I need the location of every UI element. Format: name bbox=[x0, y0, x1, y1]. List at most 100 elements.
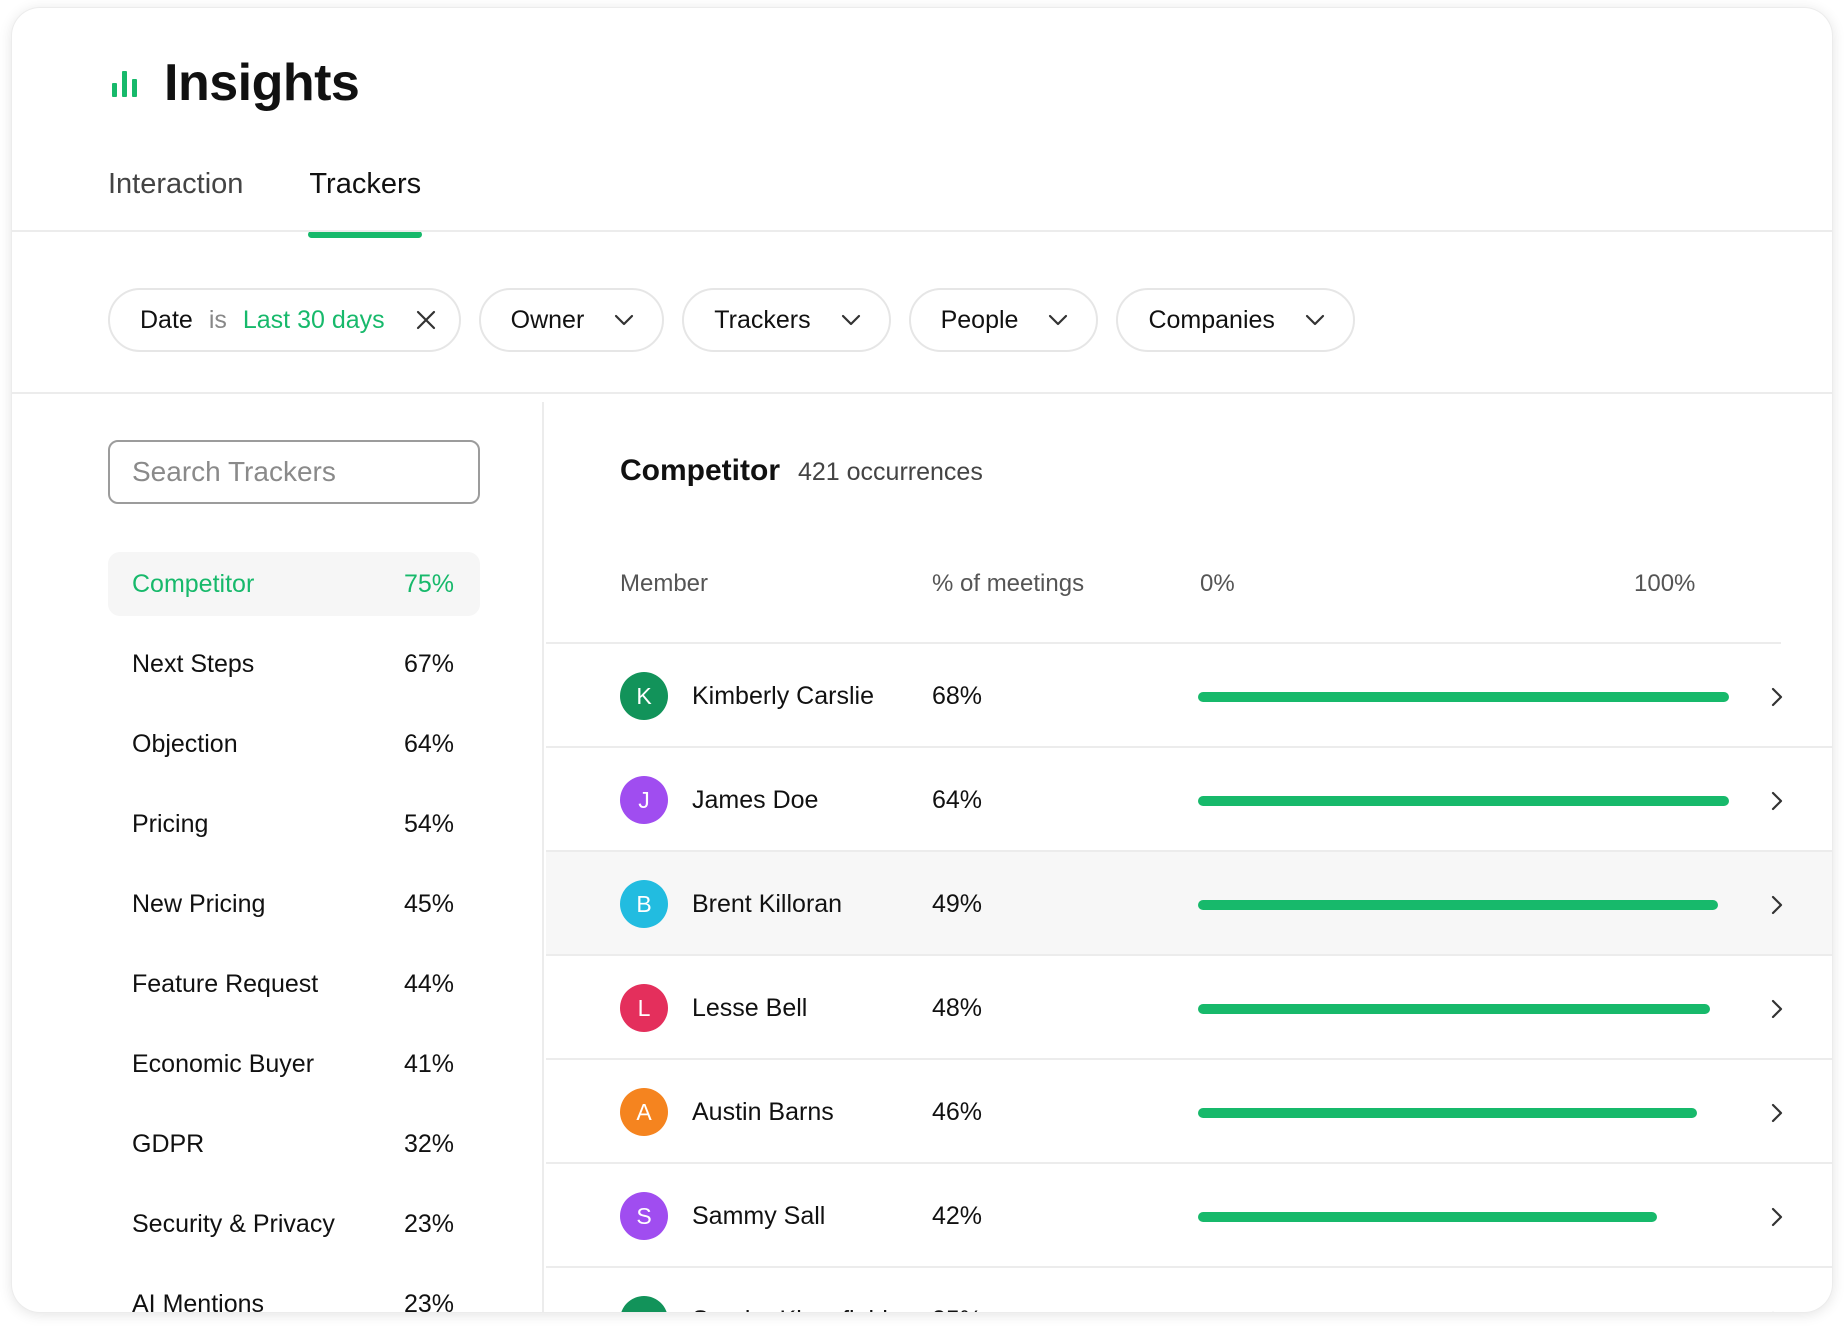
tracker-item[interactable]: Objection 64% bbox=[108, 712, 480, 776]
tracker-item[interactable]: Security & Privacy 23% bbox=[108, 1192, 480, 1256]
tracker-item[interactable]: Economic Buyer 41% bbox=[108, 1032, 480, 1096]
filters-divider bbox=[12, 392, 1832, 394]
member-name: Brent Killoran bbox=[692, 890, 843, 918]
chevron-right-icon[interactable] bbox=[1770, 1102, 1784, 1124]
tracker-item[interactable]: GDPR 32% bbox=[108, 1112, 480, 1176]
tracker-item[interactable]: Feature Request 44% bbox=[108, 952, 480, 1016]
avatar: S bbox=[620, 1192, 668, 1240]
percentage-bar bbox=[1198, 1108, 1697, 1118]
tracker-percentage: 41% bbox=[403, 1049, 454, 1078]
tracker-name: GDPR bbox=[132, 1129, 205, 1158]
member-name: Sammy Sall bbox=[692, 1202, 826, 1230]
chevron-right-icon[interactable] bbox=[1770, 1310, 1784, 1312]
tracker-item[interactable]: Next Steps 67% bbox=[108, 632, 480, 696]
tracker-percentage: 54% bbox=[403, 809, 454, 838]
scale-max-label: 100% bbox=[1634, 570, 1696, 597]
tracker-name: Pricing bbox=[132, 809, 209, 838]
tracker-list: Competitor 75% Next Steps 67% Objection 64%… bbox=[108, 552, 480, 1312]
percentage-bar bbox=[1198, 1004, 1710, 1014]
tracker-percentage: 75% bbox=[403, 569, 454, 598]
chevron-right-icon[interactable] bbox=[1770, 1206, 1784, 1228]
chevron-right-icon[interactable] bbox=[1770, 686, 1784, 708]
tracker-title: Competitor bbox=[620, 454, 780, 487]
member-percentage: 35% bbox=[932, 1268, 982, 1312]
page-title: Insights bbox=[164, 54, 360, 112]
tab-trackers[interactable]: Trackers bbox=[308, 158, 422, 238]
chevron-down-icon bbox=[614, 314, 634, 326]
member-name: James Doe bbox=[692, 786, 819, 814]
tab-bar: Interaction Trackers bbox=[108, 158, 487, 238]
owner-filter-dropdown[interactable]: Owner bbox=[478, 288, 665, 352]
search-trackers-input[interactable] bbox=[108, 440, 480, 504]
date-filter-value: Last 30 days bbox=[242, 305, 385, 334]
chevron-right-icon[interactable] bbox=[1770, 790, 1784, 812]
companies-filter-dropdown[interactable]: Companies bbox=[1116, 288, 1355, 352]
tracker-name: Objection bbox=[132, 729, 238, 758]
member-name: Austin Barns bbox=[692, 1098, 834, 1126]
tab-interaction[interactable]: Interaction bbox=[108, 168, 244, 200]
tracker-percentage: 44% bbox=[403, 969, 454, 998]
people-filter-dropdown[interactable]: People bbox=[908, 288, 1099, 352]
tracker-percentage: 67% bbox=[403, 649, 454, 678]
chevron-right-icon[interactable] bbox=[1770, 894, 1784, 916]
date-filter-label: Date bbox=[140, 305, 193, 334]
tracker-heading: Competitor 421 occurrences bbox=[620, 454, 983, 488]
avatar: J bbox=[620, 776, 668, 824]
tracker-name: New Pricing bbox=[132, 889, 266, 918]
avatar: S bbox=[620, 1296, 668, 1312]
member-name: Sandra Kingsfield bbox=[692, 1268, 888, 1312]
percentage-bar bbox=[1198, 692, 1729, 702]
tracker-name: Economic Buyer bbox=[132, 1049, 315, 1078]
member-row[interactable]: S Sammy Sall 42% bbox=[546, 1164, 1832, 1268]
tabs-divider bbox=[12, 230, 1832, 232]
member-percentage: 42% bbox=[932, 1202, 983, 1230]
member-row[interactable]: J James Doe 64% bbox=[546, 748, 1832, 852]
meetings-column-header: % of meetings bbox=[932, 570, 1085, 597]
member-percentage: 48% bbox=[932, 994, 983, 1022]
tracker-item[interactable]: Pricing 54% bbox=[108, 792, 480, 856]
member-row[interactable]: K Kimberly Carslie 68% bbox=[546, 644, 1832, 748]
page-header: Insights bbox=[108, 48, 360, 118]
tracker-name: Feature Request bbox=[132, 969, 319, 998]
percentage-bar bbox=[1198, 1212, 1657, 1222]
member-row[interactable]: A Austin Barns 46% bbox=[546, 1060, 1832, 1164]
date-filter-operator: is bbox=[208, 305, 227, 334]
tracker-percentage: 23% bbox=[403, 1209, 454, 1238]
tracker-name: Next Steps bbox=[132, 649, 255, 678]
member-name: Kimberly Carslie bbox=[692, 682, 874, 710]
member-row[interactable]: B Brent Killoran 49% bbox=[546, 852, 1832, 956]
tracker-percentage: 64% bbox=[403, 729, 454, 758]
trackers-filter-dropdown[interactable]: Trackers bbox=[682, 288, 891, 352]
close-icon[interactable] bbox=[415, 309, 437, 331]
member-row[interactable]: S Sandra Kingsfield 35% bbox=[546, 1268, 1832, 1312]
scale-min-label: 0% bbox=[1200, 570, 1235, 597]
tracker-name: Security & Privacy bbox=[132, 1209, 335, 1238]
member-percentage: 64% bbox=[932, 786, 983, 814]
companies-filter-label: Companies bbox=[1148, 305, 1275, 334]
table-header-divider bbox=[546, 642, 1781, 644]
chevron-down-icon bbox=[841, 314, 861, 326]
member-table: K Kimberly Carslie 68% J James Doe 64% B… bbox=[546, 644, 1832, 1312]
date-filter-chip[interactable]: Date is Last 30 days bbox=[108, 288, 461, 352]
member-name: Lesse Bell bbox=[692, 994, 808, 1022]
tracker-percentage: 45% bbox=[403, 889, 454, 918]
filter-bar: Date is Last 30 days Owner Trackers Peop… bbox=[108, 288, 1373, 352]
tracker-percentage: 32% bbox=[403, 1129, 454, 1158]
trackers-filter-label: Trackers bbox=[714, 305, 811, 334]
bar-chart-icon bbox=[108, 66, 142, 100]
tracker-item[interactable]: AI Mentions 23% bbox=[108, 1272, 480, 1313]
owner-filter-label: Owner bbox=[510, 305, 585, 334]
people-filter-label: People bbox=[940, 305, 1019, 334]
chevron-down-icon bbox=[1305, 314, 1325, 326]
avatar: B bbox=[620, 880, 668, 928]
occurrence-count: 421 occurrences bbox=[798, 458, 983, 486]
avatar: L bbox=[620, 984, 668, 1032]
avatar: K bbox=[620, 672, 668, 720]
tracker-item[interactable]: New Pricing 45% bbox=[108, 872, 480, 936]
member-percentage: 46% bbox=[932, 1098, 983, 1126]
chevron-right-icon[interactable] bbox=[1770, 998, 1784, 1020]
tracker-percentage: 23% bbox=[403, 1289, 454, 1313]
tracker-item[interactable]: Competitor 75% bbox=[108, 552, 480, 616]
member-row[interactable]: L Lesse Bell 48% bbox=[546, 956, 1832, 1060]
avatar: A bbox=[620, 1088, 668, 1136]
